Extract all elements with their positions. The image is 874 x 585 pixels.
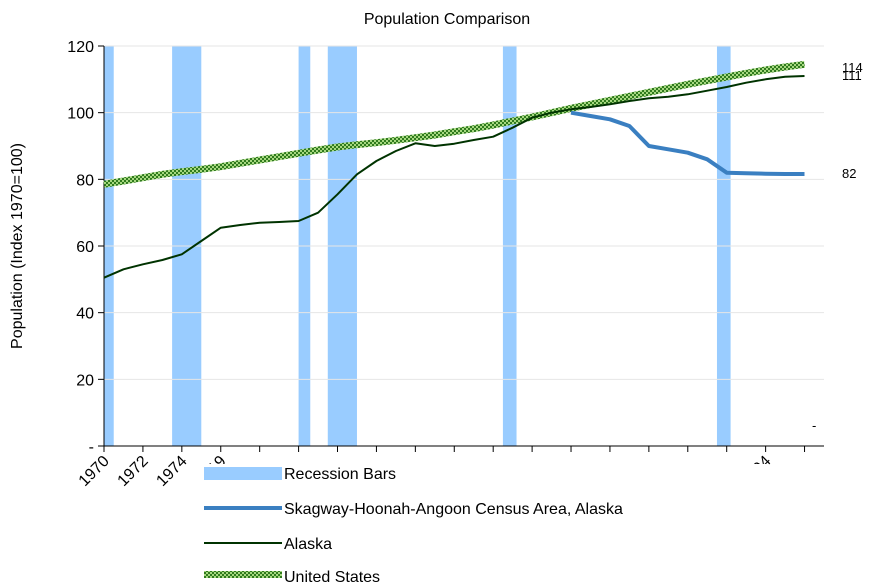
y-tick-label-4: 80: [76, 172, 94, 189]
end-label-2: 114: [842, 60, 863, 75]
series-lines: [103, 60, 805, 279]
legend-label-alaska: Alaska: [284, 536, 332, 553]
gridlines: [104, 45, 824, 380]
series-line-2: [103, 60, 805, 188]
legend-background: [200, 464, 766, 584]
x-tick-label-1: 1972: [115, 453, 152, 490]
legend-label-us: United States: [284, 569, 380, 585]
series-line-1: [103, 75, 805, 279]
x-tick-label-0: 1970: [76, 453, 113, 490]
axes: [98, 45, 824, 452]
y-tick-labels: - 20 40 60 80 100 120: [67, 39, 94, 456]
legend-swatch-recession: [204, 467, 282, 480]
legend-label-skagway: Skagway-Hoonah-Angoon Census Area, Alask…: [284, 501, 623, 518]
y-tick-label-3: 60: [76, 239, 94, 256]
y-tick-label-5: 100: [67, 106, 94, 123]
legend: Recession Bars Skagway-Hoonah-Angoon Cen…: [200, 464, 766, 585]
y-tick-label-1: 20: [76, 372, 94, 389]
x-tick-label-2: 1974: [153, 453, 190, 490]
legend-label-recession: Recession Bars: [284, 466, 396, 483]
series-line-0: [570, 110, 805, 176]
y-tick-label-6: 120: [67, 39, 94, 56]
end-label-0: 82: [842, 166, 856, 181]
legend-swatch-us: [204, 571, 282, 578]
side-dash-label: -: [812, 418, 816, 433]
end-label-1: 111: [842, 68, 862, 83]
y-tick-label-2: 40: [76, 306, 94, 323]
chart-title: Population Comparison: [364, 11, 530, 28]
y-axis-label: Population (Index 1970=100): [9, 143, 26, 349]
y-tick-label-0: -: [89, 439, 94, 456]
